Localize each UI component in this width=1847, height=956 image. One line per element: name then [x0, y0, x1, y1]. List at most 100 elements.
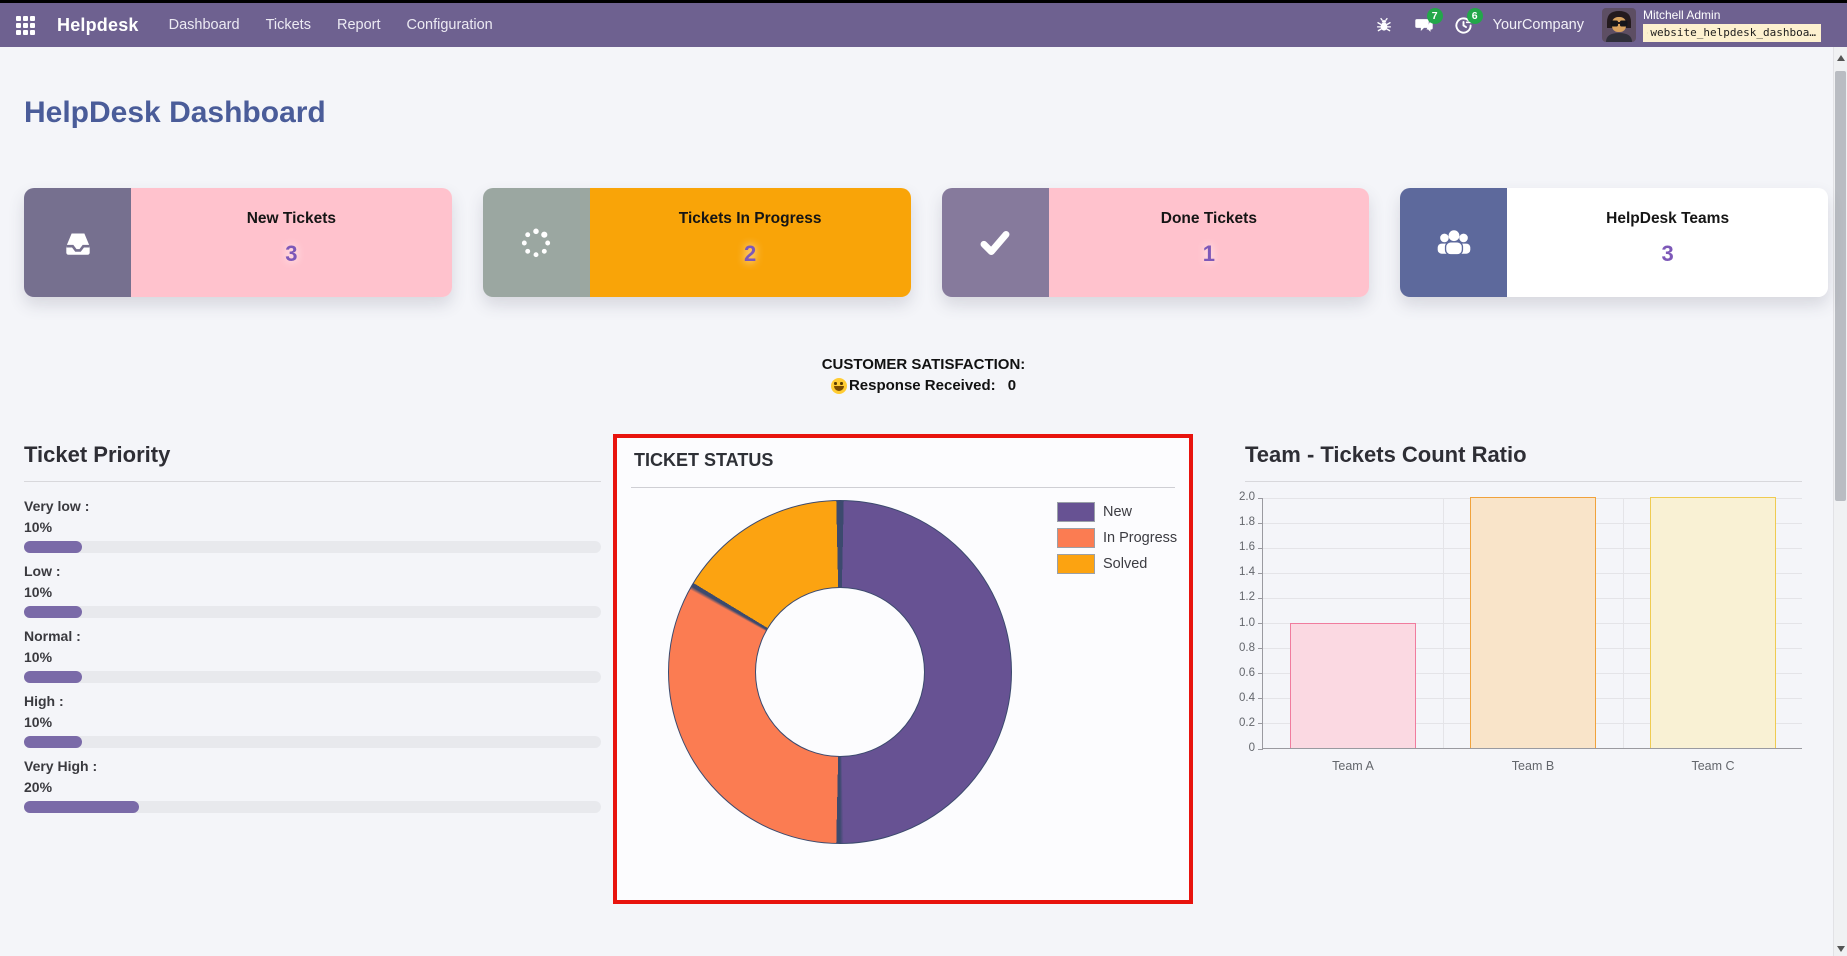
legend-label: New	[1103, 504, 1133, 520]
card-value: 2	[744, 241, 757, 266]
y-axis-tick-label: 2.0	[1239, 491, 1255, 503]
y-axis-tick-label: 1.2	[1239, 591, 1255, 604]
card-label: Tickets In Progress	[678, 210, 822, 227]
top-navbar: Helpdesk Dashboard Tickets Report Configura…	[0, 3, 1847, 47]
check-icon	[941, 188, 1049, 297]
card-new-tickets[interactable]: New Tickets 3	[24, 188, 452, 297]
card-done-tickets[interactable]: Done Tickets 1	[941, 188, 1370, 297]
legend-item-solved[interactable]: Solved	[1057, 554, 1177, 574]
gridline	[1622, 498, 1624, 748]
y-axis-tick	[1258, 648, 1263, 650]
legend-swatch	[1057, 554, 1095, 574]
card-helpdesk-teams[interactable]: HelpDesk Teams 3	[1400, 188, 1828, 297]
page-title: HelpDesk Dashboard	[24, 96, 326, 129]
app-name[interactable]: Helpdesk	[57, 14, 139, 35]
x-axis-label: Team B	[1511, 759, 1555, 773]
priority-progress-track	[24, 671, 601, 683]
y-axis-tick	[1258, 547, 1263, 549]
user-avatar[interactable]	[1602, 8, 1636, 42]
kpi-cards-row: New Tickets 3 Tickets In Progress 2	[24, 188, 1828, 297]
priority-label: Low :	[24, 563, 61, 579]
donut-legend: New In Progress Solved	[1057, 502, 1177, 580]
ticket-status-donut-chart	[668, 500, 1012, 844]
y-axis-tick-label: 1.8	[1239, 516, 1255, 529]
priority-percent: 10%	[24, 714, 53, 730]
priority-item-very-low: Very low : 10%	[24, 498, 601, 553]
team-chart-title: Team - Tickets Count Ratio	[1245, 442, 1527, 467]
y-axis-tick	[1258, 597, 1263, 599]
priority-progress-fill	[24, 541, 82, 553]
priority-item-normal: Normal : 10%	[24, 628, 601, 683]
y-axis-tick-label: 1.4	[1239, 566, 1255, 579]
apps-menu-icon[interactable]	[16, 15, 35, 35]
bar-team-b	[1470, 497, 1596, 748]
divider	[631, 487, 1175, 488]
card-value: 3	[1661, 241, 1674, 266]
priority-percent: 20%	[24, 779, 53, 795]
priority-progress-fill	[24, 606, 82, 618]
users-icon	[1400, 188, 1508, 297]
y-axis-tick	[1258, 673, 1263, 675]
messages-badge: 7	[1426, 8, 1443, 24]
user-info: Mitchell Admin website_helpdesk_dashboa…	[1643, 8, 1821, 42]
legend-item-in-progress[interactable]: In Progress	[1057, 528, 1177, 548]
navbar-left: Helpdesk Dashboard Tickets Report Configura…	[16, 15, 493, 36]
donut-hole	[755, 587, 925, 757]
card-value: 3	[285, 241, 298, 266]
nav-item-dashboard[interactable]: Dashboard	[168, 17, 240, 33]
legend-item-new[interactable]: New	[1057, 502, 1177, 522]
y-axis-tick-label: 0.4	[1239, 691, 1255, 704]
ticket-status-panel: TICKET STATUS New In Progress Solved	[613, 434, 1193, 904]
nav-item-tickets[interactable]: Tickets	[265, 17, 311, 33]
bar-team-c	[1650, 497, 1776, 748]
priority-progress-track	[24, 736, 601, 748]
priority-item-low: Low : 10%	[24, 563, 601, 618]
y-axis-tick	[1258, 497, 1263, 499]
priority-progress-track	[24, 541, 601, 553]
priority-percent: 10%	[24, 584, 53, 600]
window-top-edge	[0, 0, 1847, 3]
satisfaction-line: Response Received: 0	[0, 377, 1847, 394]
legend-label: Solved	[1103, 556, 1148, 572]
card-label: HelpDesk Teams	[1606, 210, 1730, 227]
priority-progress-track	[24, 801, 601, 813]
priority-item-high: High : 10%	[24, 693, 601, 748]
nav-item-configuration[interactable]: Configuration	[406, 17, 493, 33]
navbar-right: 7 6 YourCompany	[1373, 8, 1837, 42]
y-axis-tick-label: 0.6	[1239, 666, 1255, 679]
database-badge[interactable]: website_helpdesk_dashboa…	[1643, 24, 1821, 42]
messages-icon[interactable]: 7	[1413, 8, 1443, 36]
card-body: HelpDesk Teams 3	[1507, 188, 1828, 297]
ticket-status-title: TICKET STATUS	[634, 450, 774, 470]
priority-percent: 10%	[24, 519, 53, 535]
team-bar-chart: 0 0.2 0.4 0.6 0.8 1.0 1.2 1.4 1.6 1.8 2.0 Team A Tea…	[1239, 491, 1802, 773]
satisfaction-value: 0	[1007, 377, 1017, 394]
user-menu[interactable]: Mitchell Admin website_helpdesk_dashboa…	[1602, 8, 1821, 42]
y-axis-tick	[1258, 723, 1263, 725]
priority-label: Normal :	[24, 628, 81, 644]
y-axis-tick	[1258, 522, 1263, 524]
bar-team-a	[1290, 622, 1416, 748]
debug-bug-icon[interactable]	[1373, 14, 1395, 36]
gridline	[1442, 498, 1444, 748]
x-axis-label: Team C	[1691, 759, 1735, 773]
priority-percent: 10%	[24, 649, 53, 665]
priority-item-very-high: Very High : 20%	[24, 758, 601, 813]
activities-clock-icon[interactable]: 6	[1453, 8, 1483, 36]
y-axis-tick	[1258, 748, 1263, 750]
nav-item-report[interactable]: Report	[336, 17, 381, 33]
legend-swatch	[1057, 528, 1095, 548]
scrollbar-up-arrow[interactable]	[1837, 55, 1845, 61]
card-value: 1	[1202, 241, 1215, 266]
priority-progress-fill	[24, 801, 140, 813]
card-body: New Tickets 3	[131, 188, 452, 297]
scrollbar-down-arrow[interactable]	[1837, 946, 1845, 952]
y-axis-tick-label: 0.8	[1239, 641, 1255, 654]
team-tickets-section: Team - Tickets Count Ratio 0 0.2 0.4 0.6 0.8…	[1239, 442, 1802, 773]
main-menu: Dashboard Tickets Report Configuration	[169, 17, 493, 33]
priority-progress-list: Very low : 10% Low : 10% Normal : 10% High : 10…	[24, 498, 601, 813]
company-switcher[interactable]: YourCompany	[1492, 17, 1584, 33]
card-tickets-in-progress[interactable]: Tickets In Progress 2	[482, 188, 911, 297]
vertical-scrollbar[interactable]	[1833, 47, 1847, 956]
scrollbar-thumb[interactable]	[1835, 71, 1846, 501]
